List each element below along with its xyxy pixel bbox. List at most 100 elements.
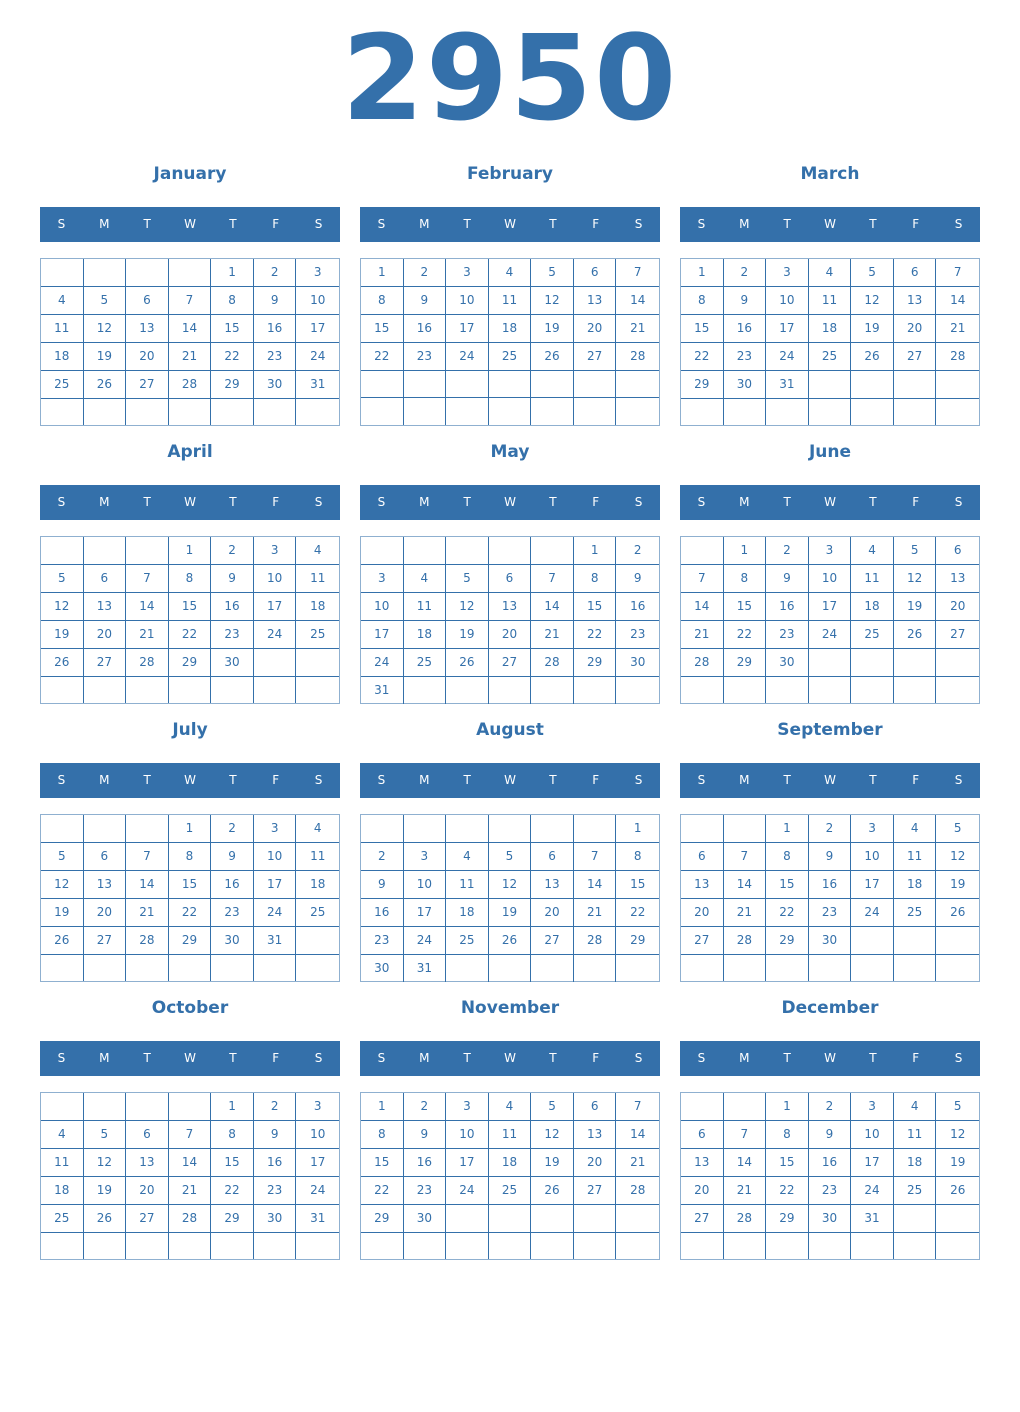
day-cell[interactable]: 2 [211,815,254,843]
day-cell[interactable]: 1 [681,259,724,287]
day-cell[interactable]: 19 [83,343,127,371]
day-cell[interactable]: 30 [723,371,767,399]
day-cell[interactable]: 28 [168,371,212,399]
day-cell[interactable]: 1 [168,537,212,565]
day-cell[interactable]: 5 [936,1093,979,1121]
day-cell[interactable]: 14 [616,287,659,315]
day-cell[interactable]: 20 [126,343,169,371]
day-cell[interactable]: 31 [404,955,447,982]
day-cell[interactable]: 28 [126,649,169,677]
day-cell[interactable]: 30 [616,649,659,677]
day-cell[interactable]: 15 [766,1149,809,1177]
day-cell[interactable]: 10 [403,871,447,899]
day-cell[interactable]: 11 [296,843,339,871]
day-cell[interactable]: 16 [253,1149,297,1177]
day-cell[interactable]: 25 [296,899,339,927]
day-cell[interactable]: 10 [446,287,489,315]
day-cell[interactable]: 18 [403,621,447,649]
day-cell[interactable]: 6 [531,843,574,871]
day-cell[interactable]: 24 [296,1177,339,1205]
day-cell[interactable]: 24 [253,899,297,927]
day-cell[interactable]: 1 [211,259,254,287]
day-cell[interactable]: 4 [893,1093,937,1121]
day-cell[interactable]: 12 [41,871,84,899]
day-cell[interactable]: 24 [766,343,809,371]
day-cell[interactable]: 18 [296,593,339,621]
day-cell[interactable]: 3 [851,1093,894,1121]
day-cell[interactable]: 17 [253,871,297,899]
day-cell[interactable]: 22 [361,343,404,371]
day-cell[interactable]: 4 [808,259,852,287]
day-cell[interactable]: 27 [573,1177,617,1205]
day-cell[interactable]: 28 [723,1205,767,1233]
day-cell[interactable]: 12 [851,287,894,315]
day-cell[interactable]: 22 [168,621,212,649]
day-cell[interactable]: 6 [681,843,724,871]
day-cell[interactable]: 20 [83,899,127,927]
day-cell[interactable]: 23 [211,621,254,649]
day-cell[interactable]: 2 [361,843,404,871]
day-cell[interactable]: 26 [41,927,84,955]
day-cell[interactable]: 3 [446,1093,489,1121]
day-cell[interactable]: 19 [893,593,937,621]
day-cell[interactable]: 13 [83,593,127,621]
day-cell[interactable]: 25 [403,649,447,677]
day-cell[interactable]: 21 [616,1149,659,1177]
day-cell[interactable]: 22 [211,343,254,371]
day-cell[interactable]: 13 [681,1149,724,1177]
day-cell[interactable]: 28 [681,649,724,677]
day-cell[interactable]: 17 [253,593,297,621]
day-cell[interactable]: 6 [83,565,127,593]
day-cell[interactable]: 7 [723,843,767,871]
day-cell[interactable]: 30 [808,1205,852,1233]
day-cell[interactable]: 18 [446,899,489,927]
day-cell[interactable]: 31 [361,677,404,704]
day-cell[interactable]: 16 [808,1149,852,1177]
day-cell[interactable]: 10 [851,843,894,871]
day-cell[interactable]: 13 [573,1121,617,1149]
day-cell[interactable]: 16 [766,593,809,621]
day-cell[interactable]: 4 [488,259,532,287]
day-cell[interactable]: 19 [531,1149,574,1177]
day-cell[interactable]: 30 [211,649,254,677]
day-cell[interactable]: 16 [808,871,852,899]
day-cell[interactable]: 8 [766,843,809,871]
day-cell[interactable]: 14 [168,315,212,343]
day-cell[interactable]: 17 [851,871,894,899]
day-cell[interactable]: 28 [936,343,979,371]
day-cell[interactable]: 5 [531,259,574,287]
day-cell[interactable]: 9 [253,287,297,315]
day-cell[interactable]: 22 [766,1177,809,1205]
day-cell[interactable]: 18 [851,593,894,621]
day-cell[interactable]: 15 [681,315,724,343]
day-cell[interactable]: 7 [723,1121,767,1149]
day-cell[interactable]: 20 [936,593,979,621]
day-cell[interactable]: 2 [253,1093,297,1121]
day-cell[interactable]: 14 [168,1149,212,1177]
day-cell[interactable]: 11 [41,315,84,343]
day-cell[interactable]: 19 [446,621,489,649]
day-cell[interactable]: 12 [83,1149,127,1177]
day-cell[interactable]: 29 [168,927,212,955]
day-cell[interactable]: 15 [168,593,212,621]
day-cell[interactable]: 26 [893,621,937,649]
day-cell[interactable]: 14 [616,1121,659,1149]
day-cell[interactable]: 3 [851,815,894,843]
day-cell[interactable]: 5 [83,1121,127,1149]
day-cell[interactable]: 15 [361,1149,404,1177]
day-cell[interactable]: 15 [168,871,212,899]
day-cell[interactable]: 7 [936,259,979,287]
day-cell[interactable]: 24 [296,343,339,371]
day-cell[interactable]: 2 [403,259,447,287]
day-cell[interactable]: 21 [168,343,212,371]
day-cell[interactable]: 15 [616,871,659,899]
day-cell[interactable]: 6 [936,537,979,565]
day-cell[interactable]: 9 [253,1121,297,1149]
day-cell[interactable]: 17 [851,1149,894,1177]
day-cell[interactable]: 5 [531,1093,574,1121]
day-cell[interactable]: 4 [851,537,894,565]
day-cell[interactable]: 16 [211,871,254,899]
day-cell[interactable]: 28 [616,343,659,371]
day-cell[interactable]: 13 [83,871,127,899]
day-cell[interactable]: 27 [83,649,127,677]
